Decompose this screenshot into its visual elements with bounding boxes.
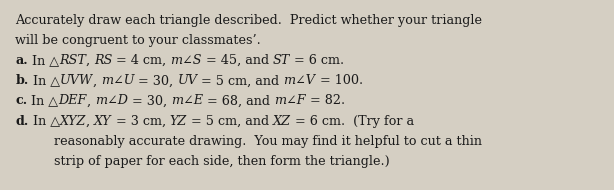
Text: Accurately draw each triangle described.  Predict whether your triangle: Accurately draw each triangle described.… (15, 14, 482, 27)
Text: will be congruent to your classmates’.: will be congruent to your classmates’. (15, 34, 261, 47)
Text: = 4 cm,: = 4 cm, (112, 54, 171, 67)
Text: In △: In △ (28, 54, 59, 67)
Text: c.: c. (15, 94, 28, 107)
Text: XY: XY (94, 115, 112, 127)
Text: YZ: YZ (169, 115, 187, 127)
Text: ,: , (93, 74, 101, 87)
Text: m∠V: m∠V (284, 74, 316, 87)
Text: In △: In △ (28, 74, 60, 87)
Text: m∠D: m∠D (95, 94, 128, 107)
Text: = 5 cm, and: = 5 cm, and (198, 74, 284, 87)
Text: ST: ST (273, 54, 290, 67)
Text: RS: RS (94, 54, 112, 67)
Text: UV: UV (177, 74, 198, 87)
Text: b.: b. (15, 74, 28, 87)
Text: m∠S: m∠S (171, 54, 202, 67)
Text: m∠U: m∠U (101, 74, 134, 87)
Text: = 82.: = 82. (306, 94, 345, 107)
Text: XYZ: XYZ (60, 115, 86, 127)
Text: reasonably accurate drawing.  You may find it helpful to cut a thin: reasonably accurate drawing. You may fin… (54, 135, 482, 148)
Text: XZ: XZ (273, 115, 291, 127)
Text: = 100.: = 100. (316, 74, 363, 87)
Text: = 68, and: = 68, and (203, 94, 274, 107)
Text: UVW: UVW (60, 74, 93, 87)
Text: = 30,: = 30, (134, 74, 177, 87)
Text: DEF: DEF (58, 94, 87, 107)
Text: m∠F: m∠F (274, 94, 306, 107)
Text: ,: , (87, 94, 95, 107)
Text: RST: RST (59, 54, 86, 67)
Text: ,: , (86, 54, 94, 67)
Text: strip of paper for each side, then form the triangle.): strip of paper for each side, then form … (54, 155, 390, 168)
Text: m∠E: m∠E (171, 94, 203, 107)
Text: a.: a. (15, 54, 28, 67)
Text: In △: In △ (28, 115, 60, 127)
Text: = 30,: = 30, (128, 94, 171, 107)
Text: = 3 cm,: = 3 cm, (112, 115, 169, 127)
Text: In △: In △ (28, 94, 58, 107)
Text: = 6 cm.: = 6 cm. (290, 54, 344, 67)
Text: = 5 cm, and: = 5 cm, and (187, 115, 273, 127)
Text: d.: d. (15, 115, 28, 127)
Text: = 45, and: = 45, and (202, 54, 273, 67)
Text: = 6 cm.  (Try for a: = 6 cm. (Try for a (291, 115, 414, 127)
Text: ,: , (86, 115, 94, 127)
